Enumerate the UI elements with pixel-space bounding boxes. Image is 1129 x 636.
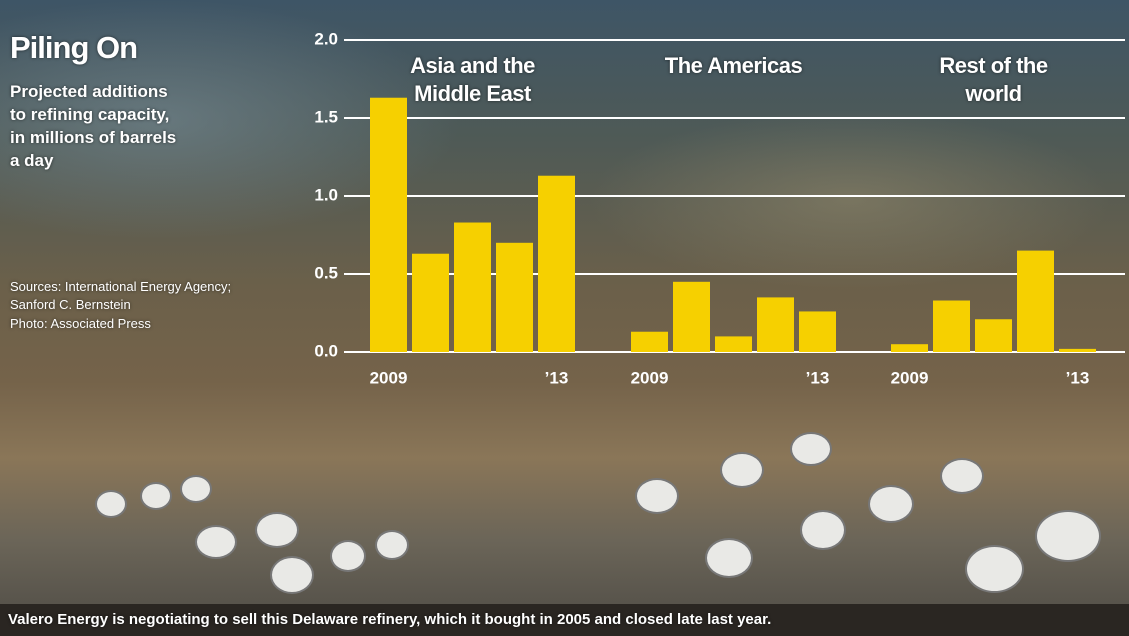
bar (631, 331, 668, 352)
tank (255, 512, 299, 548)
tank (635, 478, 679, 514)
tank (705, 538, 753, 578)
bar (496, 242, 533, 352)
tank (790, 432, 832, 466)
tank (940, 458, 984, 494)
y-tick-label: 2.0 (314, 29, 338, 48)
bar (975, 319, 1012, 352)
x-tick-label: ’13 (1066, 368, 1090, 387)
sources: Sources: International Energy Agency; Sa… (10, 279, 232, 312)
bar (538, 175, 575, 352)
y-tick-label: 1.5 (314, 107, 338, 126)
bar (715, 336, 752, 352)
photo-credit: Photo: Associated Press (10, 316, 151, 331)
tank (180, 475, 212, 503)
x-tick-label: 2009 (370, 368, 408, 387)
chart-title: Piling On (10, 30, 138, 65)
bar (1059, 348, 1096, 352)
y-tick-label: 1.0 (314, 185, 338, 204)
group-label: The Americas (664, 53, 803, 78)
bar (1017, 250, 1054, 352)
tank (868, 485, 914, 523)
x-tick-label: ’13 (545, 368, 569, 387)
caption: Valero Energy is negotiating to sell thi… (8, 611, 772, 628)
chart-subtitle: Projected additions to refining capacity… (10, 82, 177, 170)
bar (933, 300, 970, 352)
bar (799, 311, 836, 352)
x-tick-label: 2009 (631, 368, 669, 387)
bar (757, 297, 794, 352)
y-tick-label: 0.5 (314, 263, 338, 282)
tank (270, 556, 314, 594)
y-tick-label: 0.0 (314, 341, 338, 360)
bar (412, 253, 449, 352)
group-label: Asia and the Middle East (410, 53, 535, 106)
bar (673, 281, 710, 352)
tank (140, 482, 172, 510)
tank (720, 452, 764, 488)
tank (800, 510, 846, 550)
bar (454, 222, 491, 352)
group-label: Rest of the world (939, 53, 1048, 106)
tank (195, 525, 237, 559)
tank (95, 490, 127, 518)
tank (965, 545, 1024, 593)
bar (370, 97, 407, 352)
tank (375, 530, 409, 560)
tank (1035, 510, 1101, 562)
tank (330, 540, 366, 572)
x-tick-label: 2009 (891, 368, 929, 387)
caption-bar: Valero Energy is negotiating to sell thi… (0, 604, 1129, 636)
bar (891, 344, 928, 352)
x-tick-label: ’13 (806, 368, 830, 387)
